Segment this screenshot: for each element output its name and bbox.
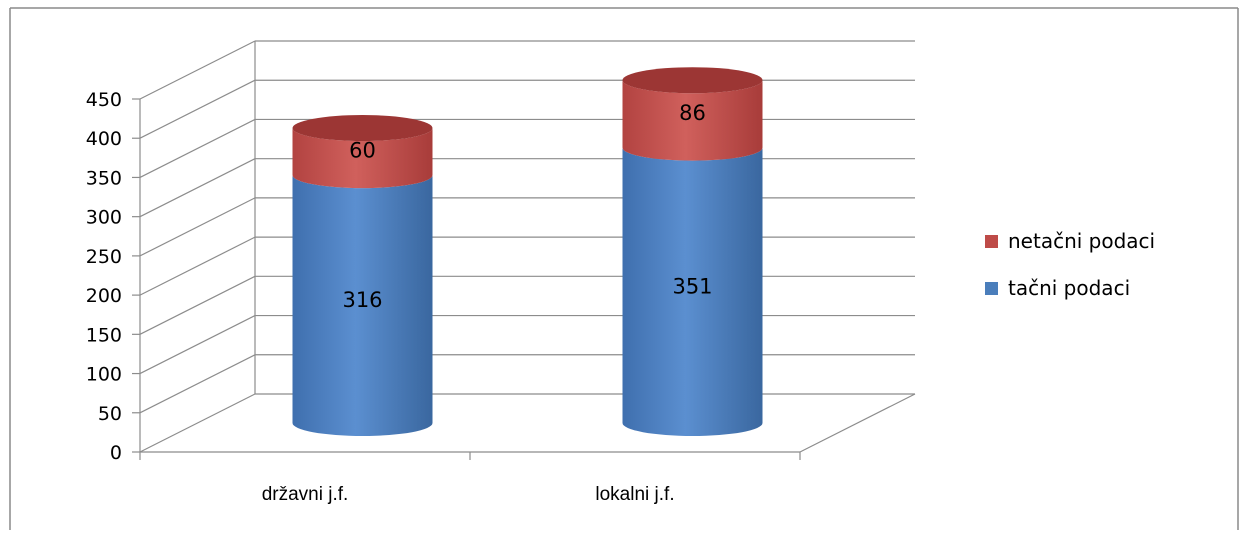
floor-right-edge [799, 393, 916, 453]
bar-top-cap [292, 115, 433, 142]
side-gridline [139, 197, 256, 257]
x-category-label: lokalni j.f. [595, 484, 674, 505]
side-gridline [139, 236, 256, 296]
side-gridline [139, 79, 256, 139]
side-gridline [139, 40, 256, 100]
bar-segment-netacni-podaci [292, 128, 433, 189]
y-tick-label: 50 [98, 403, 122, 425]
y-tick-label: 150 [86, 324, 122, 346]
y-tick-label: 200 [86, 285, 122, 307]
y-tick-label: 100 [86, 364, 122, 386]
legend: netačni podaci tačni podaci [985, 229, 1155, 300]
bar-segment-tacni-podaci [622, 147, 763, 437]
data-label-netacni-podaci: 60 [349, 139, 376, 163]
bar-segment-netacni-podaci [622, 80, 763, 161]
data-label-tacni-podaci: 316 [342, 288, 382, 312]
y-tick-label: 300 [86, 207, 122, 229]
bar-segment-tacni-podaci [292, 175, 433, 437]
x-category-label: državni j.f. [262, 484, 349, 505]
side-gridline [139, 118, 256, 178]
data-label-tacni-podaci: 351 [672, 274, 712, 298]
y-tick-label: 450 [86, 89, 122, 111]
legend-swatch [985, 282, 998, 295]
side-gridline [139, 393, 256, 453]
bars-layer: 316 60 351 86 [292, 67, 763, 437]
side-gridline [139, 315, 256, 375]
axis-layer: 0 50 100 150 200 250 300 350 400 450 državni j.f. l… [86, 89, 801, 505]
grid-layer [139, 40, 916, 453]
bar-top-cap [622, 67, 763, 94]
y-tick-label: 350 [86, 167, 122, 189]
side-gridline [139, 275, 256, 335]
y-tick-label: 250 [86, 246, 122, 268]
side-gridline [139, 354, 256, 414]
legend-label: netačni podaci [1008, 229, 1155, 253]
legend-label: tačni podaci [1008, 276, 1130, 300]
legend-swatch [985, 235, 998, 248]
y-tick-label: 400 [86, 128, 122, 150]
y-tick-label: 0 [110, 442, 122, 464]
data-label-netacni-podaci: 86 [679, 101, 706, 125]
side-gridline [139, 158, 256, 218]
